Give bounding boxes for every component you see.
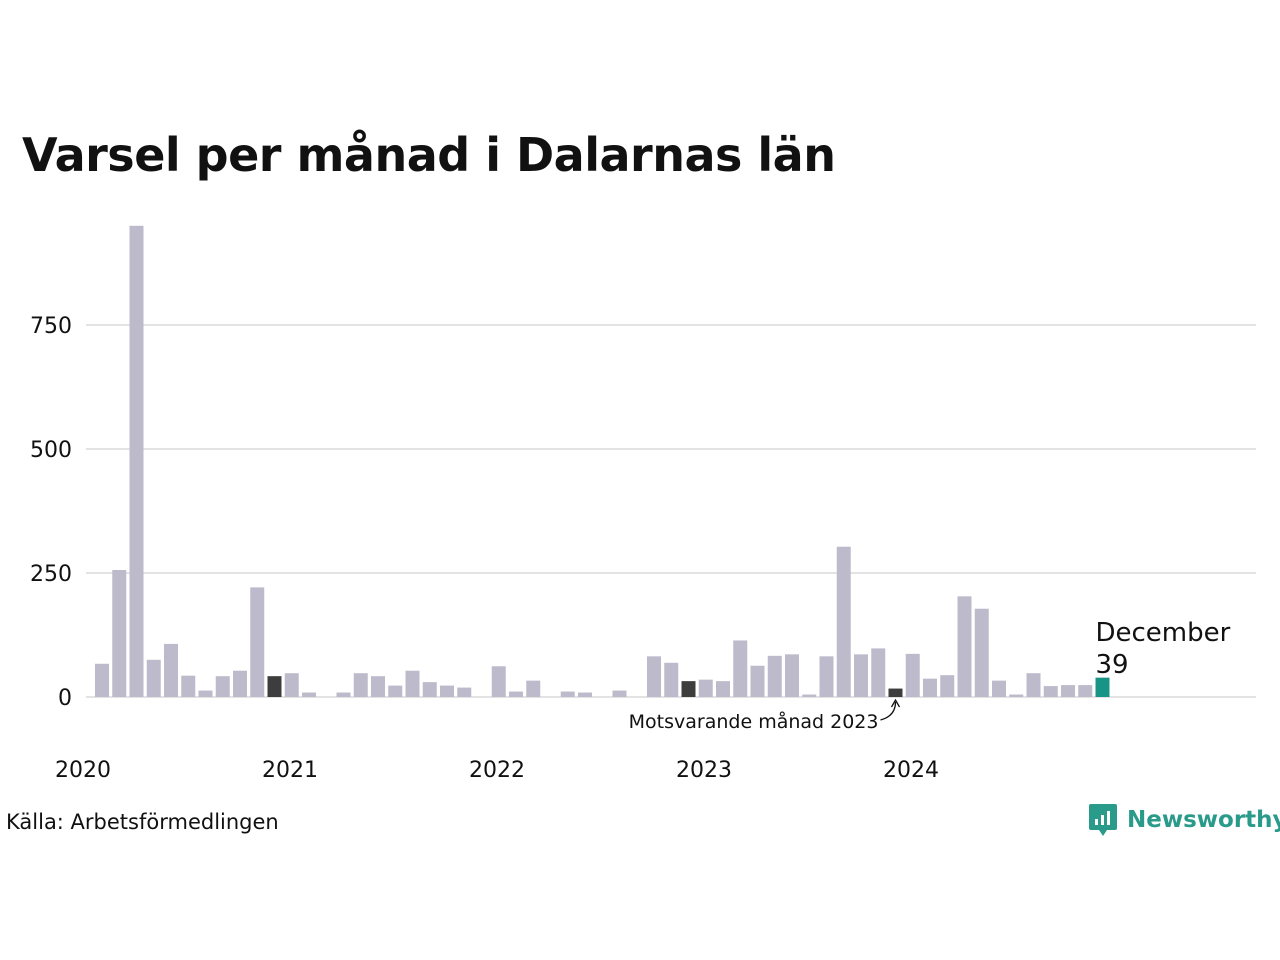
bar — [802, 694, 817, 697]
x-tick-label: 2021 — [262, 758, 318, 783]
annotation-text: Motsvarande månad 2023 — [629, 710, 879, 733]
highlight-value-label: 39 — [1096, 650, 1129, 680]
bar — [302, 692, 316, 697]
bar-comparison — [267, 676, 282, 697]
bar — [767, 655, 782, 697]
x-tick-label: 2024 — [883, 758, 939, 783]
x-tick-label: 2020 — [55, 758, 111, 783]
y-tick-label: 500 — [30, 438, 72, 463]
bar — [1009, 694, 1024, 697]
y-axis-ticks: 0 250 500 750 — [30, 314, 72, 711]
bar — [974, 608, 989, 697]
bar — [923, 678, 937, 697]
bar-comparison — [681, 681, 696, 697]
bar — [750, 665, 765, 697]
x-tick-label: 2023 — [676, 758, 732, 783]
bar — [612, 690, 627, 697]
bar — [371, 676, 385, 697]
bar — [112, 570, 127, 697]
bar — [491, 666, 506, 697]
bar — [1043, 686, 1058, 697]
bar — [698, 679, 713, 697]
y-tick-label: 250 — [30, 562, 72, 587]
source-note: Källa: Arbetsförmedlingen — [6, 810, 279, 834]
bars — [95, 225, 1110, 698]
bar — [509, 691, 523, 697]
y-tick-label: 750 — [30, 314, 72, 339]
bar — [336, 692, 351, 697]
bar — [1061, 685, 1075, 697]
bar — [647, 656, 661, 697]
bar — [819, 656, 834, 697]
newsworthy-logo-icon — [1089, 804, 1117, 836]
bar — [940, 675, 955, 697]
bar — [905, 653, 920, 697]
bar — [992, 680, 1006, 697]
brand-logo[interactable]: Newsworthy — [1088, 802, 1280, 838]
highlight-month-label: December — [1096, 618, 1231, 648]
bar — [146, 659, 161, 697]
bar — [284, 673, 299, 697]
bar — [215, 676, 230, 697]
bar — [854, 654, 868, 697]
annotation-arrow — [880, 701, 897, 721]
bar — [440, 685, 454, 697]
bar — [405, 670, 420, 697]
bar — [871, 648, 886, 697]
bar-highlight — [1095, 677, 1110, 697]
bar — [181, 675, 196, 697]
bar — [526, 680, 541, 697]
bar — [353, 673, 368, 697]
bar — [95, 663, 109, 697]
bar — [578, 692, 592, 697]
bar — [1026, 673, 1041, 697]
bar — [233, 670, 247, 697]
bar — [716, 681, 730, 697]
bar — [1078, 685, 1093, 697]
bar — [785, 654, 799, 697]
y-tick-label: 0 — [58, 686, 72, 711]
annotation-arrowhead — [890, 698, 901, 708]
bar — [129, 225, 144, 698]
bar — [457, 687, 472, 697]
bar — [388, 685, 403, 697]
bar-comparison — [888, 688, 903, 697]
bar — [733, 640, 748, 697]
bar — [198, 690, 213, 697]
x-axis-ticks: 2020 2021 2022 2023 2024 — [55, 758, 939, 783]
x-tick-label: 2022 — [469, 758, 525, 783]
bar — [957, 596, 972, 697]
bar — [164, 643, 178, 697]
bar — [422, 682, 437, 697]
bar — [560, 691, 575, 697]
chart-title: Varsel per månad i Dalarnas län — [22, 128, 836, 182]
bar — [836, 546, 851, 697]
brand-name: Newsworthy — [1127, 807, 1280, 833]
bar — [664, 662, 679, 697]
bar — [250, 587, 265, 697]
